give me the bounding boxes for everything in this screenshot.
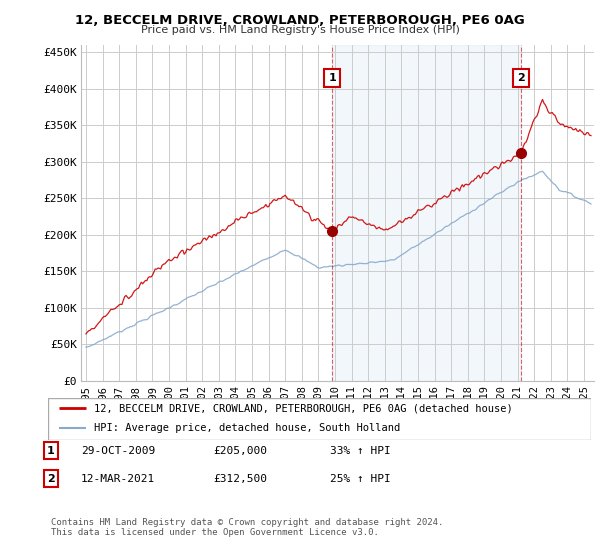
Text: £312,500: £312,500 <box>213 474 267 484</box>
Text: Price paid vs. HM Land Registry's House Price Index (HPI): Price paid vs. HM Land Registry's House … <box>140 25 460 35</box>
Text: 29-OCT-2009: 29-OCT-2009 <box>81 446 155 456</box>
Text: 2: 2 <box>517 73 525 83</box>
Bar <box>332 45 521 381</box>
Text: £205,000: £205,000 <box>213 446 267 456</box>
Text: 1: 1 <box>328 73 336 83</box>
Text: 33% ↑ HPI: 33% ↑ HPI <box>330 446 391 456</box>
Text: Contains HM Land Registry data © Crown copyright and database right 2024.
This d: Contains HM Land Registry data © Crown c… <box>51 518 443 538</box>
Text: 12, BECCELM DRIVE, CROWLAND, PETERBOROUGH, PE6 0AG (detached house): 12, BECCELM DRIVE, CROWLAND, PETERBOROUG… <box>94 403 513 413</box>
Text: 25% ↑ HPI: 25% ↑ HPI <box>330 474 391 484</box>
Text: 12, BECCELM DRIVE, CROWLAND, PETERBOROUGH, PE6 0AG: 12, BECCELM DRIVE, CROWLAND, PETERBOROUG… <box>75 14 525 27</box>
Text: 12-MAR-2021: 12-MAR-2021 <box>81 474 155 484</box>
Text: 1: 1 <box>47 446 55 456</box>
Text: HPI: Average price, detached house, South Holland: HPI: Average price, detached house, Sout… <box>94 423 400 433</box>
Text: 2: 2 <box>47 474 55 484</box>
